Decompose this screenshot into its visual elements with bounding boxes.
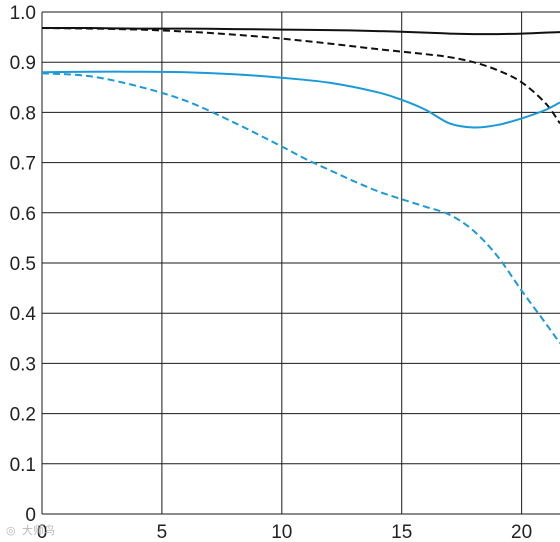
x-tick-label: 10	[271, 522, 292, 542]
watermark-icon: ◎	[6, 524, 16, 537]
watermark: ◎ 大师鸟	[6, 523, 55, 537]
y-tick-label: 0	[25, 505, 36, 526]
y-tick-label: 0.2	[10, 405, 36, 426]
x-tick-label: 20	[511, 522, 532, 542]
y-tick-label: 0.3	[10, 354, 36, 375]
black-dashed-series-line	[41, 27, 560, 125]
x-tick-label: 5	[157, 522, 168, 542]
y-tick-label: 1.0	[10, 3, 36, 24]
x-tick-label: 15	[391, 522, 412, 542]
black-solid-series-line	[41, 27, 560, 36]
grid-layer	[41, 11, 560, 515]
y-tick-label: 0.1	[10, 455, 36, 476]
blue-dashed-series-line	[41, 72, 560, 344]
x-tick-label: 0	[37, 522, 48, 542]
y-tick-label: 0.5	[10, 254, 36, 275]
y-tick-label: 0.6	[10, 204, 36, 225]
series-layer	[41, 27, 560, 344]
y-tick-label: 0.9	[10, 53, 36, 74]
blue-solid-series-line	[41, 70, 560, 129]
watermark-text: 大师鸟	[22, 523, 55, 537]
y-tick-label: 0.8	[10, 103, 36, 124]
y-tick-label: 0.7	[10, 154, 36, 175]
y-tick-label: 0.4	[10, 304, 37, 325]
tick-labels: 0 0.1 0.2 0.3 0.4 0.5 0.6 0.7 0.8 0.9 1.0 0 5 10 15 20	[10, 3, 533, 542]
